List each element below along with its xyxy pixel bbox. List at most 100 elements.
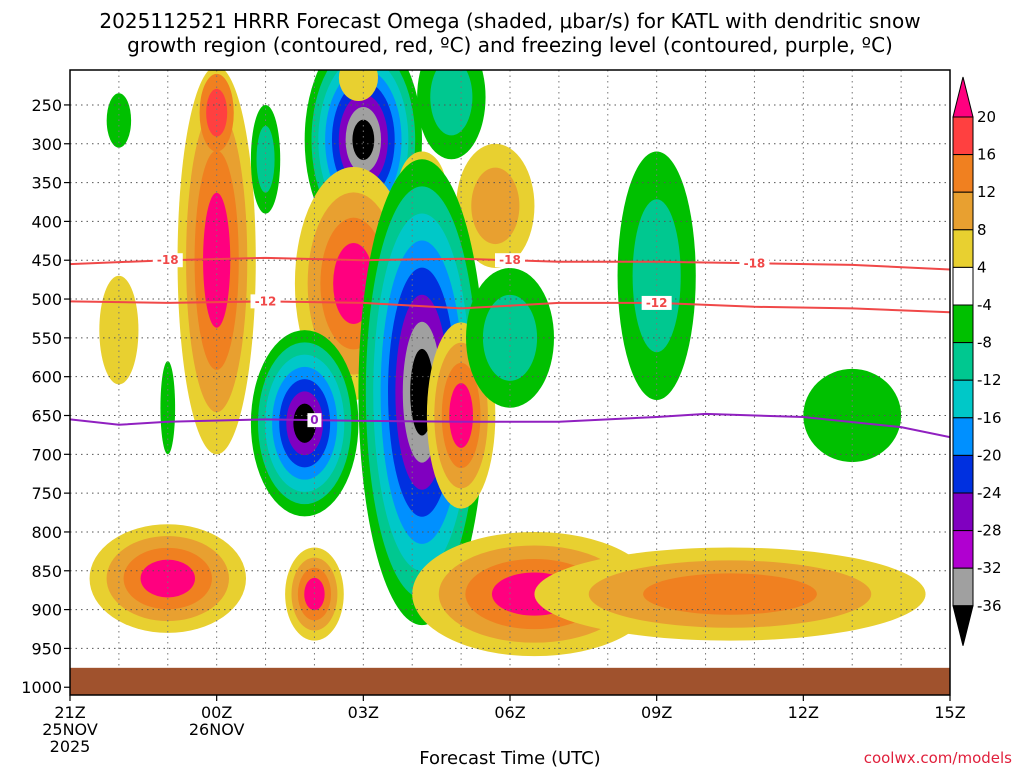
colorbar-label: 20 bbox=[977, 108, 996, 126]
x-tick-label: 26NOV bbox=[189, 720, 245, 739]
freezing-level-0-label-bg bbox=[307, 413, 322, 428]
y-axis-ticks: 250 300 350 400 450 500 550 600 650 700 750 800 850 9… bbox=[21, 96, 70, 697]
x-tick-label: 09Z bbox=[641, 703, 672, 722]
x-tick-label: 06Z bbox=[494, 703, 525, 722]
y-tick-label: 500 bbox=[31, 290, 62, 309]
colorbar-label: 16 bbox=[977, 146, 996, 164]
colorbar: 20 16 12 8 4 -4 -8 -12 -16 -20 -24 -28 -32 -36 bbox=[952, 76, 1002, 646]
omega-blob bbox=[177, 70, 256, 455]
y-tick-label: 750 bbox=[31, 484, 62, 503]
colorbar-segment bbox=[952, 116, 974, 156]
chart-title-line-2: growth region (contoured, red, ºC) and f… bbox=[127, 33, 893, 57]
x-tick-label: 03Z bbox=[348, 703, 379, 722]
dgz-minus18-label-bg bbox=[152, 253, 183, 268]
omega-shading bbox=[89, 70, 926, 657]
credit-text: coolwx.com/models bbox=[864, 749, 1012, 767]
y-tick-label: 1000 bbox=[21, 678, 62, 697]
y-tick-label: 250 bbox=[31, 96, 62, 115]
omega-shade-level bbox=[632, 199, 681, 353]
omega-shade-level bbox=[206, 88, 228, 137]
x-tick-label: 12Z bbox=[788, 703, 819, 722]
omega-blob bbox=[160, 361, 176, 455]
y-tick-label: 600 bbox=[31, 368, 62, 387]
dgz-minus18-label-bg bbox=[739, 256, 770, 271]
x-tick-label: 25NOV bbox=[42, 720, 98, 739]
omega-blob bbox=[199, 73, 234, 152]
y-tick-label: 900 bbox=[31, 601, 62, 620]
colorbar-bottom-arrow bbox=[952, 605, 974, 646]
colorbar-segment bbox=[952, 229, 974, 268]
colorbar-segment bbox=[952, 266, 974, 306]
colorbar-label: -36 bbox=[977, 597, 1002, 615]
colorbar-segment bbox=[952, 191, 974, 231]
colorbar-label: -32 bbox=[977, 559, 1002, 577]
y-tick-label: 550 bbox=[31, 329, 62, 348]
colorbar-label: 4 bbox=[977, 258, 987, 276]
colorbar-segment bbox=[952, 492, 974, 532]
x-tick-label: 00Z bbox=[201, 703, 232, 722]
colorbar-segment bbox=[952, 342, 974, 381]
omega-shade-level bbox=[471, 167, 520, 245]
omega-blob bbox=[417, 70, 486, 160]
y-tick-label: 300 bbox=[31, 135, 62, 154]
omega-shade-level bbox=[338, 70, 378, 102]
chart-title-line-1: 2025112521 HRRR Forecast Omega (shaded, … bbox=[99, 9, 920, 33]
omega-shade-level bbox=[430, 70, 473, 136]
colorbar-label: -16 bbox=[977, 409, 1002, 427]
plot-area: -18 -18 -18 -12 -12 0 bbox=[70, 70, 950, 695]
dgz-minus12-label: -12 bbox=[646, 296, 668, 310]
y-tick-label: 800 bbox=[31, 523, 62, 542]
y-tick-label: 850 bbox=[31, 562, 62, 581]
colorbar-label: -28 bbox=[977, 522, 1002, 540]
dgz-minus18-label: -18 bbox=[744, 256, 766, 270]
ground-layer bbox=[70, 667, 950, 695]
colorbar-segment bbox=[952, 154, 974, 193]
omega-blob bbox=[534, 547, 926, 641]
dgz-minus12-line bbox=[70, 300, 950, 314]
x-tick-label: 2025 bbox=[50, 737, 91, 756]
colorbar-label: 8 bbox=[977, 221, 987, 239]
y-tick-label: 350 bbox=[31, 174, 62, 193]
colorbar-top-arrow bbox=[952, 76, 974, 118]
omega-shade-level bbox=[203, 192, 231, 328]
colorbar-segment bbox=[952, 417, 974, 456]
colorbar-label: -12 bbox=[977, 371, 1002, 389]
omega-shade-level bbox=[643, 573, 817, 615]
y-tick-label: 700 bbox=[31, 445, 62, 464]
colorbar-label: -20 bbox=[977, 446, 1002, 464]
dgz-minus18-label: -18 bbox=[499, 253, 521, 267]
omega-shade-level bbox=[304, 577, 325, 611]
colorbar-segment bbox=[952, 530, 974, 569]
colorbar-label: -4 bbox=[977, 296, 992, 314]
colorbar-segment bbox=[952, 454, 974, 494]
freezing-level-0-label: 0 bbox=[310, 413, 318, 427]
dgz-minus12-label-bg bbox=[641, 295, 672, 310]
colorbar-label: -24 bbox=[977, 484, 1002, 502]
omega-shade-level bbox=[140, 559, 195, 598]
x-tick-label: 21Z bbox=[54, 703, 85, 722]
y-tick-label: 450 bbox=[31, 251, 62, 270]
omega-blob bbox=[250, 330, 359, 517]
omega-blob bbox=[456, 143, 535, 268]
y-tick-label: 950 bbox=[31, 639, 62, 658]
colorbar-segment bbox=[952, 567, 974, 607]
omega-shade-level bbox=[352, 119, 375, 161]
dgz-minus12-label: -12 bbox=[255, 294, 277, 308]
omega-shade-level bbox=[160, 361, 176, 455]
freezing-level-0-line bbox=[70, 412, 950, 439]
y-tick-label: 400 bbox=[31, 212, 62, 231]
dgz-minus12-label-bg bbox=[250, 294, 281, 309]
colorbar-label: -8 bbox=[977, 334, 992, 352]
colorbar-label: 12 bbox=[977, 183, 996, 201]
x-tick-label: 15Z bbox=[934, 703, 965, 722]
x-axis-label: Forecast Time (UTC) bbox=[419, 748, 600, 768]
dgz-minus18-label: -18 bbox=[157, 253, 179, 267]
colorbar-segment bbox=[952, 379, 974, 419]
omega-blob bbox=[89, 524, 247, 633]
y-tick-label: 650 bbox=[31, 406, 62, 425]
colorbar-segment bbox=[952, 304, 974, 344]
omega-blob bbox=[338, 70, 378, 102]
dgz-minus18-label-bg bbox=[495, 253, 525, 268]
